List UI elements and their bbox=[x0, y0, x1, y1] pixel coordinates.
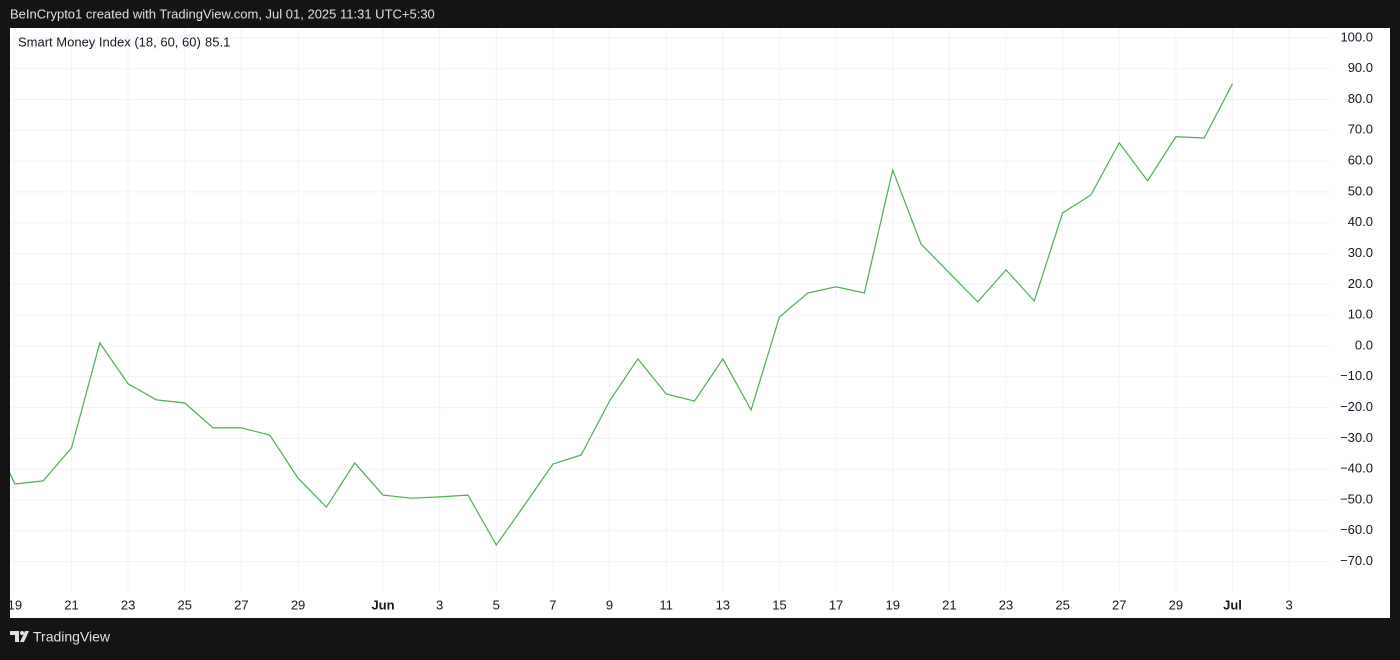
y-tick-label: −40.0 bbox=[1340, 461, 1373, 476]
y-tick-label: 30.0 bbox=[1348, 245, 1373, 260]
y-tick-label: −60.0 bbox=[1340, 522, 1373, 537]
x-tick-label: 19 bbox=[8, 597, 22, 612]
y-tick-label: 50.0 bbox=[1348, 183, 1373, 198]
y-tick-label: −10.0 bbox=[1340, 368, 1373, 383]
x-tick-label: 21 bbox=[942, 597, 956, 612]
x-tick-label: 5 bbox=[493, 597, 500, 612]
x-tick-label: 29 bbox=[1169, 597, 1183, 612]
x-tick-label: 25 bbox=[1055, 597, 1069, 612]
x-tick-label: 19 bbox=[885, 597, 899, 612]
y-tick-label: 40.0 bbox=[1348, 214, 1373, 229]
y-tick-label: 20.0 bbox=[1348, 276, 1373, 291]
x-tick-label: 29 bbox=[291, 597, 305, 612]
y-tick-label: 10.0 bbox=[1348, 307, 1373, 322]
x-tick-label: 23 bbox=[121, 597, 135, 612]
x-tick-label: Jun bbox=[371, 597, 394, 612]
y-tick-label: 70.0 bbox=[1348, 122, 1373, 137]
x-tick-label: 23 bbox=[999, 597, 1013, 612]
legend-value: 85.1 bbox=[205, 34, 230, 49]
y-tick-label: 60.0 bbox=[1348, 153, 1373, 168]
chart-pane bbox=[10, 28, 1390, 618]
x-tick-label: 21 bbox=[64, 597, 78, 612]
y-tick-label: 80.0 bbox=[1348, 91, 1373, 106]
legend-name: Smart Money Index (18, 60, 60) bbox=[18, 34, 201, 49]
x-tick-label: 9 bbox=[606, 597, 613, 612]
x-tick-label: 13 bbox=[716, 597, 730, 612]
x-tick-label: 17 bbox=[829, 597, 843, 612]
y-tick-label: −50.0 bbox=[1340, 491, 1373, 506]
x-tick-label: 27 bbox=[1112, 597, 1126, 612]
footer: TradingView bbox=[33, 629, 111, 645]
header: BeInCrypto1 created with TradingView.com… bbox=[10, 6, 435, 21]
x-tick-label: 25 bbox=[178, 597, 192, 612]
y-tick-label: 0.0 bbox=[1355, 337, 1373, 352]
x-tick-label: 7 bbox=[549, 597, 556, 612]
y-tick-label: −30.0 bbox=[1340, 430, 1373, 445]
y-tick-label: 100.0 bbox=[1340, 29, 1373, 44]
x-tick-label: 3 bbox=[436, 597, 443, 612]
y-tick-label: −20.0 bbox=[1340, 399, 1373, 414]
x-tick-label: 27 bbox=[234, 597, 248, 612]
line bbox=[10, 83, 1234, 547]
x-tick-label: Jul bbox=[1223, 597, 1242, 612]
y-tick-label: 90.0 bbox=[1348, 60, 1373, 75]
x-tick-label: 3 bbox=[1286, 597, 1293, 612]
y-tick-label: −70.0 bbox=[1340, 553, 1373, 568]
tv-logo bbox=[10, 631, 29, 642]
x-tick-label: 15 bbox=[772, 597, 786, 612]
x-tick-label: 11 bbox=[659, 597, 673, 612]
